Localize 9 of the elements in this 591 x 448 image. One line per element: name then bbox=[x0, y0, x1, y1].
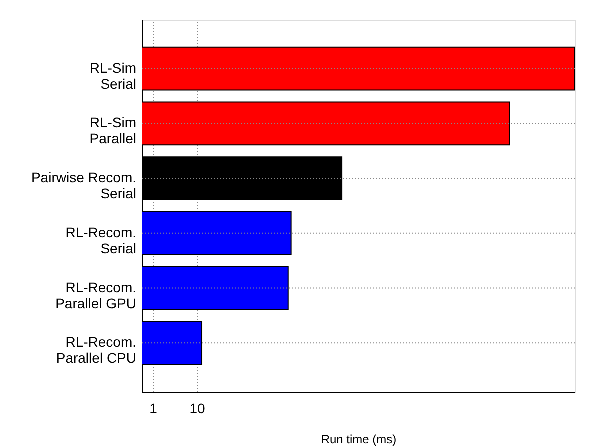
y-tick-label: RL-Sim Serial bbox=[90, 60, 136, 92]
x-tick-label: 10 bbox=[190, 400, 206, 416]
x-tick-label: 1 bbox=[150, 400, 158, 416]
x-axis-title: Run time (ms) bbox=[321, 432, 397, 446]
y-tick-label: Pairwise Recom. Serial bbox=[31, 170, 136, 202]
y-tick-label: RL-Recom. Parallel GPU bbox=[56, 279, 136, 312]
y-tick-label: RL-Recom. Parallel CPU bbox=[56, 334, 136, 366]
y-tick-label: RL-Sim Parallel bbox=[90, 114, 136, 147]
y-tick-label: RL-Recom. Serial bbox=[66, 224, 136, 256]
